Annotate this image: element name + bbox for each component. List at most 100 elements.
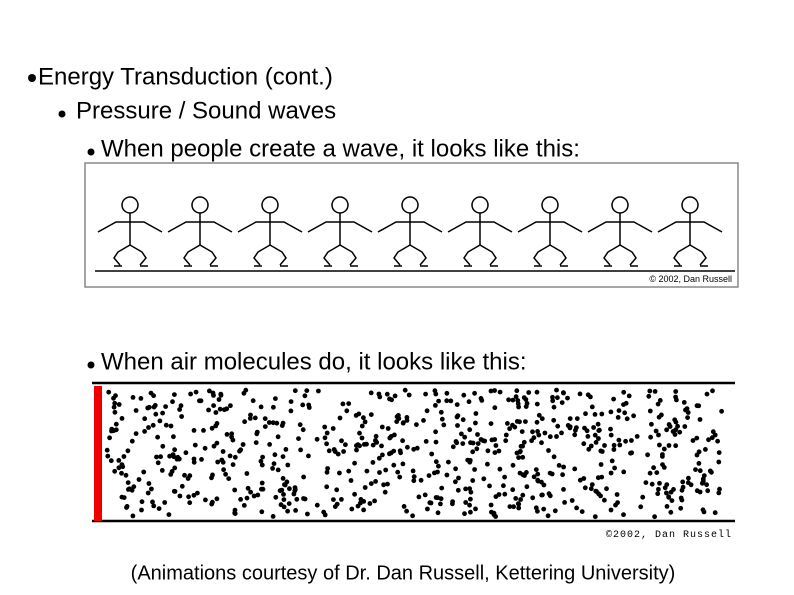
molecule [171, 488, 177, 494]
molecule [555, 395, 560, 401]
molecule [710, 429, 716, 435]
molecule [472, 467, 477, 472]
molecule [685, 415, 690, 420]
molecule [489, 509, 494, 515]
molecule [530, 495, 536, 501]
molecule [608, 409, 614, 415]
molecule [468, 496, 473, 502]
molecule [588, 486, 594, 492]
molecule [531, 435, 537, 441]
molecule [634, 434, 640, 439]
body [307, 213, 373, 267]
molecule [141, 469, 147, 475]
molecule [220, 449, 226, 454]
molecule [108, 458, 114, 464]
molecule [591, 425, 596, 430]
molecule [535, 508, 540, 514]
molecule [554, 434, 559, 439]
molecule [281, 497, 287, 502]
molecule [657, 398, 663, 403]
molecule [546, 491, 552, 497]
molecule [112, 468, 118, 474]
molecule [435, 510, 441, 516]
molecule [439, 416, 445, 422]
molecule [416, 494, 422, 500]
molecule [324, 430, 330, 436]
molecule [552, 508, 558, 514]
molecule [112, 409, 118, 415]
molecule [197, 398, 202, 404]
molecule [145, 405, 151, 411]
molecule [150, 499, 155, 505]
molecule [125, 480, 131, 485]
molecule [359, 435, 365, 441]
molecule [623, 438, 628, 444]
molecule [272, 452, 278, 458]
molecule [609, 458, 615, 464]
molecule [488, 388, 494, 394]
molecule [505, 421, 510, 426]
molecule [478, 396, 484, 401]
molecule [146, 481, 152, 486]
molecule [346, 468, 352, 474]
molecule [470, 449, 476, 455]
molecule [402, 387, 408, 393]
molecule [387, 451, 392, 457]
molecule [387, 396, 392, 402]
molecule [260, 454, 265, 460]
molecule [530, 429, 535, 435]
molecule [611, 442, 617, 448]
molecule [380, 452, 385, 458]
molecule [155, 434, 161, 440]
body [587, 213, 653, 267]
molecule [656, 432, 661, 438]
molecule [300, 427, 306, 433]
molecule [302, 393, 308, 399]
molecule [456, 475, 461, 481]
molecule [638, 504, 644, 510]
molecule [339, 497, 344, 502]
molecule [157, 418, 163, 424]
molecule [535, 429, 540, 434]
molecule [706, 437, 711, 443]
molecule [404, 415, 410, 420]
molecule [438, 501, 443, 507]
molecule [611, 447, 617, 452]
molecule [129, 487, 135, 493]
molecule [166, 512, 172, 517]
molecule [182, 472, 187, 478]
molecule [602, 443, 607, 448]
molecule [657, 442, 662, 448]
molecule [677, 429, 683, 435]
molecule [579, 509, 585, 514]
molecule [285, 462, 291, 468]
molecule [461, 392, 467, 398]
molecule [305, 511, 310, 517]
molecule [592, 412, 598, 417]
molecule [206, 407, 212, 413]
molecule [421, 418, 426, 423]
molecule [139, 499, 145, 505]
molecule [106, 389, 112, 395]
molecule [213, 410, 219, 415]
molecule [523, 419, 528, 424]
molecule [707, 468, 713, 474]
molecule [281, 492, 286, 497]
molecule [703, 447, 708, 452]
molecule [654, 470, 660, 475]
molecule [660, 462, 665, 467]
molecule [337, 415, 343, 421]
molecule [716, 490, 722, 496]
molecule [582, 425, 587, 431]
molecule [664, 490, 669, 496]
molecule [468, 509, 473, 515]
molecule [292, 388, 298, 394]
molecule [510, 462, 516, 468]
molecule [242, 419, 248, 425]
molecule [248, 412, 253, 418]
molecule [172, 465, 178, 471]
molecule [535, 471, 541, 477]
molecule [467, 427, 473, 433]
molecule [136, 477, 142, 482]
molecule [444, 398, 450, 404]
